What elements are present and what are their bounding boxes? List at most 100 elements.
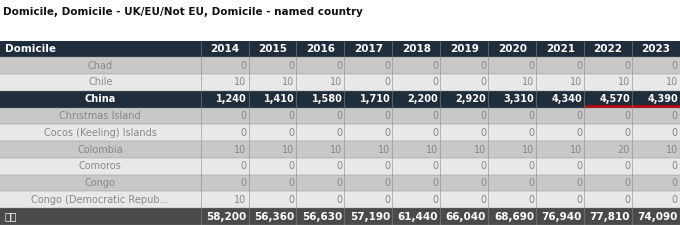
Text: 0: 0 xyxy=(288,111,294,121)
Bar xyxy=(0,108,680,124)
Text: 0: 0 xyxy=(576,161,582,171)
Text: Cocos (Keeling) Islands: Cocos (Keeling) Islands xyxy=(44,128,156,138)
Text: 0: 0 xyxy=(528,61,534,71)
Text: 0: 0 xyxy=(672,161,678,171)
Text: 0: 0 xyxy=(672,195,678,205)
Text: 76,940: 76,940 xyxy=(542,212,582,222)
Text: 0: 0 xyxy=(480,178,486,188)
Text: 10: 10 xyxy=(234,77,246,88)
Text: 0: 0 xyxy=(528,178,534,188)
Text: Domicile: Domicile xyxy=(5,44,56,54)
Text: 0: 0 xyxy=(384,77,390,88)
Bar xyxy=(0,175,680,191)
Text: 0: 0 xyxy=(528,195,534,205)
Text: 10: 10 xyxy=(234,195,246,205)
Text: Chile: Chile xyxy=(88,77,113,88)
Text: 10: 10 xyxy=(570,77,582,88)
Text: 10: 10 xyxy=(330,144,342,155)
Text: 10: 10 xyxy=(426,144,438,155)
Text: 10: 10 xyxy=(522,144,534,155)
Text: 0: 0 xyxy=(336,61,342,71)
Text: 0: 0 xyxy=(288,61,294,71)
Text: 0: 0 xyxy=(336,111,342,121)
Text: 0: 0 xyxy=(624,178,630,188)
Text: 10: 10 xyxy=(234,144,246,155)
Text: 0: 0 xyxy=(576,128,582,138)
Text: 0: 0 xyxy=(528,111,534,121)
Text: 2021: 2021 xyxy=(545,44,575,54)
Text: 0: 0 xyxy=(480,161,486,171)
Text: 57,190: 57,190 xyxy=(350,212,390,222)
Text: 0: 0 xyxy=(240,178,246,188)
Text: 10: 10 xyxy=(570,144,582,155)
Text: 0: 0 xyxy=(432,61,438,71)
Text: 0: 0 xyxy=(624,111,630,121)
Text: Chad: Chad xyxy=(88,61,113,71)
Text: 56,360: 56,360 xyxy=(254,212,294,222)
Text: 0: 0 xyxy=(240,111,246,121)
Text: 1,240: 1,240 xyxy=(216,94,246,104)
Bar xyxy=(0,158,680,175)
Text: 0: 0 xyxy=(624,195,630,205)
Text: 2014: 2014 xyxy=(210,44,239,54)
Text: 0: 0 xyxy=(384,195,390,205)
Text: 0: 0 xyxy=(576,195,582,205)
Text: 0: 0 xyxy=(432,178,438,188)
Text: Domicile, Domicile - UK/EU/Not EU, Domicile - named country: Domicile, Domicile - UK/EU/Not EU, Domic… xyxy=(3,7,363,17)
Text: 58,200: 58,200 xyxy=(206,212,246,222)
Text: 0: 0 xyxy=(672,178,678,188)
Bar xyxy=(0,124,680,141)
Text: 0: 0 xyxy=(432,195,438,205)
Text: 61,440: 61,440 xyxy=(398,212,438,222)
Bar xyxy=(0,57,680,74)
Text: Colombia: Colombia xyxy=(78,144,123,155)
Text: 0: 0 xyxy=(576,178,582,188)
Text: 2019: 2019 xyxy=(450,44,479,54)
Text: 0: 0 xyxy=(432,161,438,171)
Text: 0: 0 xyxy=(336,195,342,205)
Text: 0: 0 xyxy=(480,111,486,121)
Text: 0: 0 xyxy=(288,178,294,188)
Text: 2017: 2017 xyxy=(354,44,383,54)
Text: 0: 0 xyxy=(480,61,486,71)
Text: 2,200: 2,200 xyxy=(407,94,438,104)
Text: 68,690: 68,690 xyxy=(494,212,534,222)
Text: 0: 0 xyxy=(432,111,438,121)
Text: 10: 10 xyxy=(282,144,294,155)
Text: 4,390: 4,390 xyxy=(647,94,678,104)
Text: 0: 0 xyxy=(576,61,582,71)
Text: 0: 0 xyxy=(576,111,582,121)
Text: 0: 0 xyxy=(384,178,390,188)
Text: 1,580: 1,580 xyxy=(311,94,342,104)
Text: Congo (Democratic Repub...: Congo (Democratic Repub... xyxy=(31,195,169,205)
Text: 0: 0 xyxy=(672,61,678,71)
Text: China: China xyxy=(85,94,116,104)
Text: 10: 10 xyxy=(522,77,534,88)
Text: 66,040: 66,040 xyxy=(446,212,486,222)
Text: 1,710: 1,710 xyxy=(360,94,390,104)
Text: 4,570: 4,570 xyxy=(599,94,630,104)
Text: 4,340: 4,340 xyxy=(551,94,582,104)
Text: 10: 10 xyxy=(474,144,486,155)
Text: 0: 0 xyxy=(672,128,678,138)
Text: 0: 0 xyxy=(384,111,390,121)
Text: 0: 0 xyxy=(384,128,390,138)
Text: 0: 0 xyxy=(288,128,294,138)
Text: 0: 0 xyxy=(240,61,246,71)
Text: 0: 0 xyxy=(480,128,486,138)
Text: 20: 20 xyxy=(617,144,630,155)
Text: 2015: 2015 xyxy=(258,44,287,54)
Text: 0: 0 xyxy=(432,128,438,138)
Text: 0: 0 xyxy=(336,178,342,188)
Text: Christmas Island: Christmas Island xyxy=(59,111,141,121)
Text: 0: 0 xyxy=(624,161,630,171)
Text: 0: 0 xyxy=(288,161,294,171)
Text: 0: 0 xyxy=(528,161,534,171)
Text: 0: 0 xyxy=(336,161,342,171)
Text: 56,630: 56,630 xyxy=(302,212,342,222)
Text: Comoros: Comoros xyxy=(79,161,122,171)
Text: 77,810: 77,810 xyxy=(590,212,630,222)
Text: 10: 10 xyxy=(666,144,678,155)
Text: 2020: 2020 xyxy=(498,44,527,54)
Text: 10: 10 xyxy=(666,77,678,88)
